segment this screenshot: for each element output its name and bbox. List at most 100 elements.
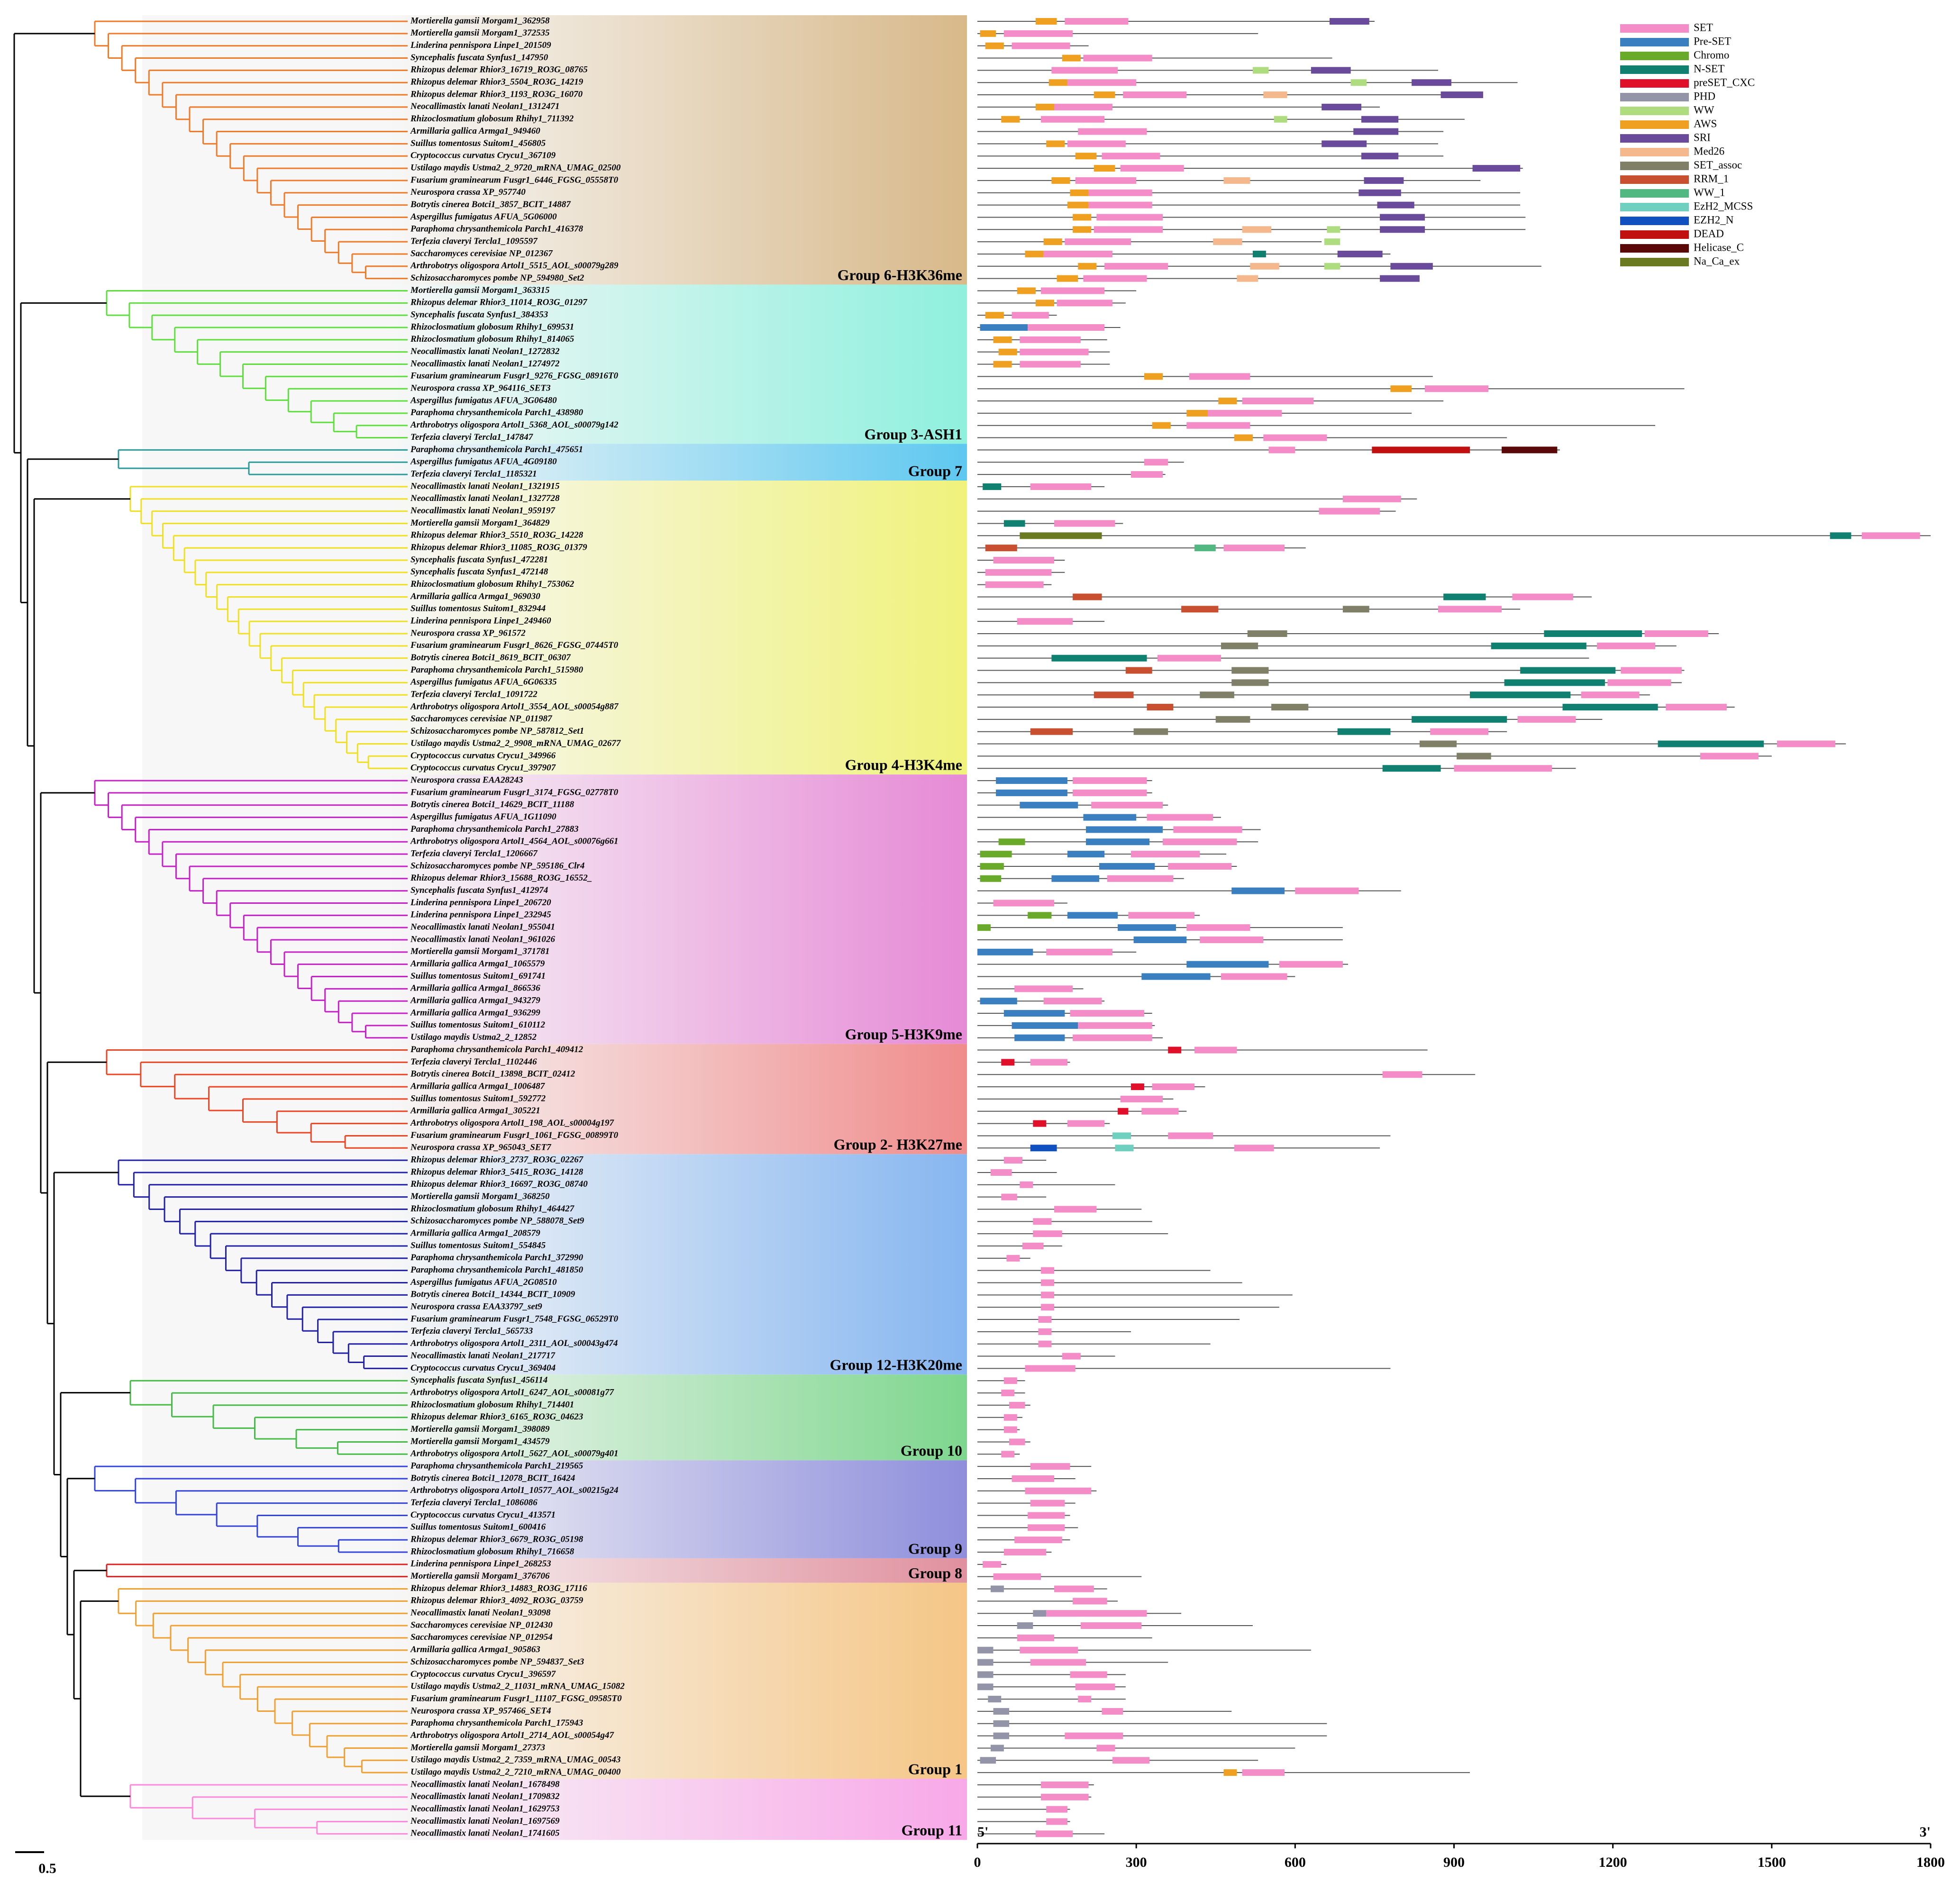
domain xyxy=(1003,1377,1017,1384)
domain xyxy=(1200,936,1264,943)
leaf-label: Botrytis cinerea Botci1_8619_BCIT_06307 xyxy=(410,653,571,663)
leaf-label: Rhizopus delemar Rhior3_11014_RO3G_01297 xyxy=(410,298,588,308)
domain xyxy=(1001,1451,1015,1458)
leaf-label: Neurospora crassa XP_961572 xyxy=(410,628,526,638)
domain xyxy=(1263,91,1287,99)
domain xyxy=(1194,1046,1237,1054)
leaf-label: Rhizopus delemar Rhior3_5510_RO3G_14228 xyxy=(410,530,583,540)
scale-bar-label: 0.5 xyxy=(38,1861,56,1876)
domain xyxy=(1035,103,1054,110)
leaf-label: Saccharomyces cerevisiae NP_012367 xyxy=(410,248,553,258)
legend-label: Pre-SET xyxy=(1694,35,1731,47)
domain xyxy=(1017,287,1036,294)
domain xyxy=(1271,704,1309,711)
domain xyxy=(1141,973,1211,980)
domain xyxy=(1412,716,1507,723)
group-label: Group 2- H3K27me xyxy=(834,1136,962,1153)
group-label: Group 5-H3K9me xyxy=(845,1026,962,1043)
leaf-label: Rhizopus delemar Rhior3_6165_RO3G_04623 xyxy=(410,1412,583,1422)
domain xyxy=(1017,618,1073,625)
domain xyxy=(1043,998,1102,1005)
domain xyxy=(1152,1083,1195,1091)
group-background xyxy=(142,774,967,1044)
domain xyxy=(1070,1671,1107,1678)
domain xyxy=(1003,1157,1022,1164)
domain xyxy=(993,556,1054,564)
domain xyxy=(1025,1365,1076,1372)
domain xyxy=(1231,887,1285,894)
legend-label: WW_1 xyxy=(1694,186,1725,198)
legend-swatch xyxy=(1620,93,1689,101)
domain xyxy=(1231,679,1269,686)
leaf-label: Fusarium graminearum Fusgr1_1061_FGSG_00… xyxy=(410,1130,619,1140)
domain xyxy=(1163,838,1237,846)
legend-swatch xyxy=(1620,203,1689,211)
domain xyxy=(1054,1206,1097,1213)
leaf-label: Paraphoma chrysanthemicola Parch1_372990 xyxy=(410,1253,583,1263)
domain xyxy=(1168,863,1232,870)
domain xyxy=(1046,1818,1067,1825)
domain xyxy=(1390,263,1433,270)
leaf-label: Arthrobotrys oligospora Artol1_5368_AOL_… xyxy=(410,420,619,430)
domain xyxy=(1361,153,1399,160)
domain xyxy=(1030,1500,1065,1507)
leaf-label: Ustilago maydis Ustma2_2_7359_mRNA_UMAG_… xyxy=(410,1755,620,1765)
leaf-label: Cryptococcus curvatus Crycu1_413571 xyxy=(410,1510,556,1520)
domain xyxy=(1041,1781,1089,1788)
leaf-label: Neurospora crassa XP_964116_SET3 xyxy=(410,383,551,393)
domain xyxy=(1067,140,1126,147)
domain xyxy=(1337,728,1391,735)
leaf-label: Mortierella gamsii Morgam1_371781 xyxy=(410,946,549,956)
leaf-label: Aspergillus fumigatus AFUA_6G06335 xyxy=(410,677,557,687)
domain xyxy=(983,483,1002,490)
leaf-label: Syncephalis fuscata Synfus1_456114 xyxy=(410,1375,547,1385)
leaf-label: Rhizoclosmatium globosum Rhihy1_814065 xyxy=(410,334,574,344)
domain xyxy=(1075,153,1097,160)
leaf-label: Neocallimastix lanati Neolan1_1272832 xyxy=(410,346,560,356)
domain xyxy=(1038,1340,1052,1347)
domain xyxy=(1380,214,1425,221)
group-background xyxy=(142,1558,967,1583)
leaf-label: Armillaria gallica Armga1_905863 xyxy=(410,1645,540,1655)
legend-label: Med26 xyxy=(1694,145,1724,157)
domain xyxy=(1020,348,1089,355)
leaf-label: Aspergillus fumigatus AFUA_5G06000 xyxy=(410,212,557,222)
domain xyxy=(1144,373,1163,380)
domain xyxy=(1181,606,1219,613)
legend-label: SRI xyxy=(1694,131,1711,143)
domain xyxy=(1094,165,1115,172)
domain xyxy=(1364,177,1404,184)
domain xyxy=(985,581,1044,588)
domain xyxy=(1221,642,1258,649)
leaf-label: Schizosaccharomyces pombe NP_594837_Set3 xyxy=(410,1657,584,1667)
domain xyxy=(1118,924,1176,931)
domain-panel xyxy=(977,18,1931,1837)
domain xyxy=(1777,740,1835,747)
leaf-label: Terfezia claveryi Tercla1_1086086 xyxy=(410,1498,538,1508)
x-tick-label: 600 xyxy=(1285,1855,1306,1870)
legend-label: SET xyxy=(1694,21,1713,33)
domain xyxy=(1223,545,1285,552)
leaf-label: Mortierella gamsii Morgam1_372535 xyxy=(410,28,550,38)
domain xyxy=(1700,753,1759,760)
group-background xyxy=(142,1582,967,1779)
legend-swatch xyxy=(1620,52,1689,60)
domain xyxy=(1186,924,1250,931)
domain xyxy=(1658,740,1764,747)
domain xyxy=(1001,1390,1015,1397)
domain xyxy=(980,863,1004,870)
domain xyxy=(1022,1243,1044,1249)
x-tick-label: 900 xyxy=(1443,1855,1465,1870)
leaf-label: Terfezia claveryi Tercla1_1102446 xyxy=(410,1057,537,1067)
legend-swatch xyxy=(1620,24,1689,33)
domain xyxy=(985,312,1004,319)
legend-label: N-SET xyxy=(1694,63,1724,74)
domain xyxy=(1329,18,1369,25)
domain xyxy=(1102,1708,1123,1715)
leaf-label: Syncephalis fuscata Synfus1_472281 xyxy=(410,555,548,564)
domain xyxy=(1033,1120,1047,1127)
leaf-label: Cryptococcus curvatus Crycu1_367109 xyxy=(410,151,556,161)
domain xyxy=(1242,226,1272,233)
domain xyxy=(1046,1806,1067,1813)
legend-label: PHD xyxy=(1694,90,1715,102)
